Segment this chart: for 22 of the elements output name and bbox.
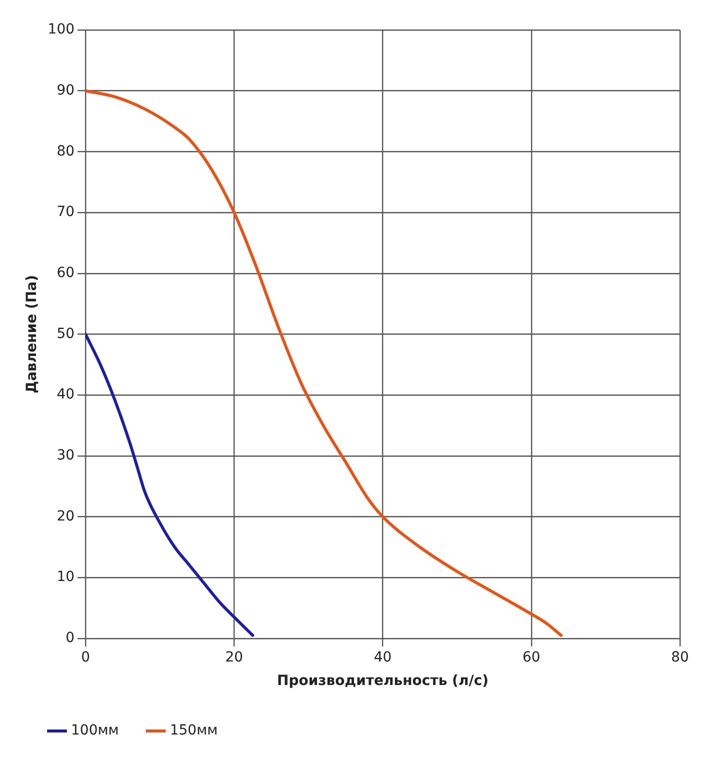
y-tick-label: 10 — [56, 569, 75, 586]
y-tick-label: 0 — [66, 630, 75, 646]
y-tick-label: 90 — [56, 82, 75, 98]
x-tick-label: 20 — [225, 649, 244, 666]
y-tick-label: 30 — [56, 448, 75, 464]
y-tick-label: 40 — [56, 386, 75, 403]
y-tick-label: 70 — [56, 204, 75, 220]
legend-label: 150мм — [170, 722, 218, 739]
y-tick-label: 20 — [56, 508, 75, 524]
y-tick-label: 80 — [56, 143, 75, 160]
y-axis-title: Давление (Па) — [24, 275, 40, 394]
y-tick-label: 50 — [56, 326, 75, 342]
y-tick-label: 100 — [48, 22, 75, 38]
x-tick-label: 0 — [81, 649, 90, 666]
line-series — [86, 89, 563, 637]
x-tick-label: 60 — [522, 649, 540, 666]
legend-label: 100мм — [71, 722, 119, 739]
y-tick-label: 60 — [56, 265, 75, 281]
x-axis-title: Производительность (л/с) — [277, 673, 489, 690]
x-tick-label: 80 — [671, 649, 689, 666]
x-tick-label: 40 — [374, 649, 392, 666]
line-series — [86, 332, 254, 637]
